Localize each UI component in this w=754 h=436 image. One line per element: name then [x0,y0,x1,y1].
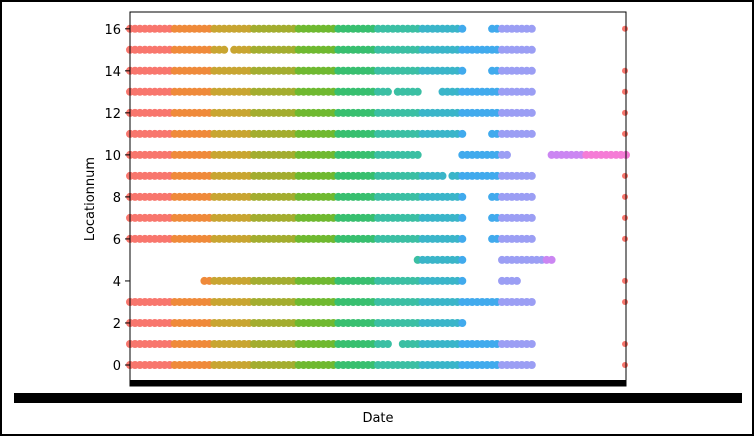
data-point [527,340,536,348]
data-point [458,66,467,75]
data-marks [126,24,630,369]
data-point [527,108,536,117]
y-tick-label: 16 [104,23,121,38]
edge-data-point [622,67,628,74]
edge-data-point [622,214,628,221]
y-tick-label: 14 [104,65,121,80]
data-point [458,234,467,243]
data-point [413,150,422,159]
y-tick-label: 10 [104,149,121,164]
x-axis-label: Date [362,411,393,426]
y-axis-label: Locationnum [83,157,98,241]
edge-data-point [622,341,628,347]
edge-data-point [622,25,628,32]
data-point [413,87,422,96]
data-point [503,150,511,159]
x-tick-label-band [130,380,626,386]
data-point [458,276,467,285]
data-point [527,87,536,96]
data-point [458,192,467,201]
data-point [547,255,556,264]
data-point [458,129,467,138]
y-axis-ticks: 0 2 4 6 8 10 12 14 16 [104,23,130,374]
y-tick-label: 4 [113,275,121,290]
x-tick-labels-overlap [14,393,742,403]
data-point [527,24,536,33]
edge-data-point [622,299,628,305]
y-tick-label: 2 [113,317,121,332]
data-point [458,24,467,33]
data-point [527,66,536,75]
edge-data-point [622,109,628,116]
data-point [458,255,467,264]
y-tick-label: 0 [113,359,121,374]
data-point [383,340,392,348]
data-point [458,319,467,327]
edge-data-point [622,277,628,284]
y-tick-label: 6 [113,233,121,248]
data-point [527,298,536,306]
data-point [527,192,536,201]
data-point [458,213,467,222]
y-tick-label: 12 [104,107,121,122]
edge-data-point [622,172,628,179]
data-point [527,171,536,180]
data-point [527,234,536,243]
data-point [527,361,536,369]
edge-data-point [622,235,628,242]
data-point [438,171,447,180]
edge-data-point [622,193,628,200]
y-tick-label: 8 [113,191,121,206]
data-point [512,276,521,285]
edge-data-point [622,88,628,95]
data-point [527,45,536,54]
data-point [527,213,536,222]
data-point [220,45,229,54]
edge-data-point [622,362,628,368]
data-point [527,129,536,138]
edge-data-point [622,130,628,137]
data-point [383,87,392,96]
